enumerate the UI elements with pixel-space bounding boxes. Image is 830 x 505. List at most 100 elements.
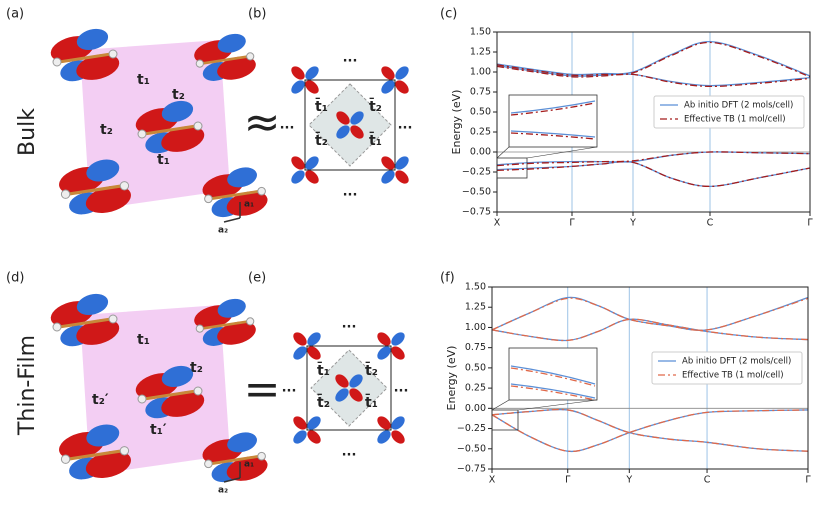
axis-name: a₂ [218, 226, 228, 236]
hopping-label: t̄₂ [317, 393, 330, 412]
orbital-lobe [227, 432, 257, 453]
hopping-label: t̄₂ [369, 96, 382, 115]
relation-symbol: ≈ [244, 97, 281, 148]
lattice-diamond [308, 83, 392, 167]
band-line [496, 160, 811, 188]
atom [52, 322, 62, 332]
hopping-label: t₂ [172, 87, 185, 103]
hopping-label: t₂ [100, 122, 113, 138]
legend-label: Effective TB (1 mol/cell) [684, 115, 786, 125]
orbital-lobe [395, 66, 409, 80]
x-tick-label: C [707, 218, 714, 229]
hopping-label: t̄₂ [315, 131, 328, 150]
orbital-lobe [305, 156, 319, 170]
axis-name: a₂ [218, 486, 228, 496]
legend-box [651, 351, 803, 385]
orbital-lobe [85, 185, 131, 214]
hopping-label: t̄₂ [365, 361, 378, 380]
y-tick-label: 1.00 [465, 322, 486, 333]
zoom-region [496, 157, 528, 179]
y-tick-label: −0.25 [457, 423, 486, 434]
orbital-lobe [335, 388, 349, 402]
orbital-lobe [377, 416, 391, 430]
orbital-lobe [381, 170, 395, 184]
x-tick-label: Γ [807, 218, 813, 229]
atom [195, 324, 204, 333]
molecule-bond [58, 52, 112, 64]
orbital-lobe [161, 365, 194, 387]
hopping-label: t₁ [157, 152, 170, 168]
x-tick-label: X [494, 218, 501, 229]
band-line [491, 318, 809, 342]
atom [108, 314, 118, 324]
orbital-lobe [305, 80, 319, 94]
orbital-lobe [349, 388, 363, 402]
row-label: Thin-Film [15, 335, 40, 436]
orbital-lobe [76, 54, 120, 80]
orbital-lobe [293, 430, 307, 444]
band-line [491, 296, 809, 331]
y-tick-label: 1.25 [470, 47, 491, 58]
band-line [491, 408, 809, 452]
x-tick-label: Γ [565, 475, 571, 486]
ellipsis: ... [280, 118, 295, 133]
orbital-lobe [85, 450, 131, 479]
molecule-bond [201, 55, 249, 65]
band-line [496, 41, 811, 78]
orbital-lobe [307, 430, 321, 444]
axis-arrow [223, 217, 241, 223]
x-tick-label: X [489, 475, 496, 486]
lattice-cell [306, 345, 392, 431]
atom [119, 446, 130, 456]
y-tick-label: −0.50 [457, 443, 486, 454]
axis-arrow [223, 477, 241, 483]
ellipsis: ... [282, 381, 297, 396]
orbital-lobe [217, 56, 256, 80]
orbital-lobe [161, 126, 205, 152]
atom [246, 52, 255, 61]
orbital-lobe [336, 125, 350, 139]
orbital-lobe [293, 332, 307, 346]
hopping-label: t₁ [137, 332, 150, 348]
molecule-bond [67, 449, 123, 461]
inset-curve [510, 100, 596, 114]
molecule-bond [143, 124, 197, 136]
orbital-lobe [395, 156, 409, 170]
legend-label: Ab initio DFT (2 mols/cell) [682, 357, 791, 367]
y-tick-label: 0.75 [470, 87, 491, 98]
atom [257, 186, 266, 196]
ellipsis: ... [394, 381, 409, 396]
orbital-lobe [381, 156, 395, 170]
legend-label: Ab initio DFT (2 mols/cell) [684, 101, 793, 111]
inset-curve [510, 383, 596, 399]
y-tick-label: 1.25 [465, 302, 486, 313]
axis-name: a₁ [244, 200, 254, 210]
atom [119, 181, 130, 191]
band-line [491, 409, 809, 453]
ellipsis: ... [398, 118, 413, 133]
y-tick-label: 0.50 [470, 107, 491, 118]
y-tick-label: 0.00 [465, 403, 486, 414]
atom [60, 454, 71, 464]
orbital-lobe [336, 111, 350, 125]
molecule-bond [210, 454, 260, 466]
molecule-bond [210, 189, 260, 201]
orbital-lobe [307, 332, 321, 346]
inset-curve [510, 132, 596, 140]
orbital-lobe [217, 33, 246, 53]
orbital-lobe [293, 416, 307, 430]
orbital-lobe [377, 332, 391, 346]
hopping-label: t̄₁ [369, 131, 382, 150]
panel-label: (b) [248, 7, 266, 22]
orbital-lobe [76, 319, 120, 345]
orbital-lobe [226, 191, 268, 216]
atom [137, 394, 147, 404]
inset-curve [510, 365, 596, 385]
x-tick-label: Γ [805, 475, 811, 486]
band-line [496, 40, 811, 77]
band-line [491, 408, 809, 452]
orbital-lobe [391, 346, 405, 360]
ellipsis: ... [343, 51, 358, 66]
orbital-lobe [291, 80, 305, 94]
